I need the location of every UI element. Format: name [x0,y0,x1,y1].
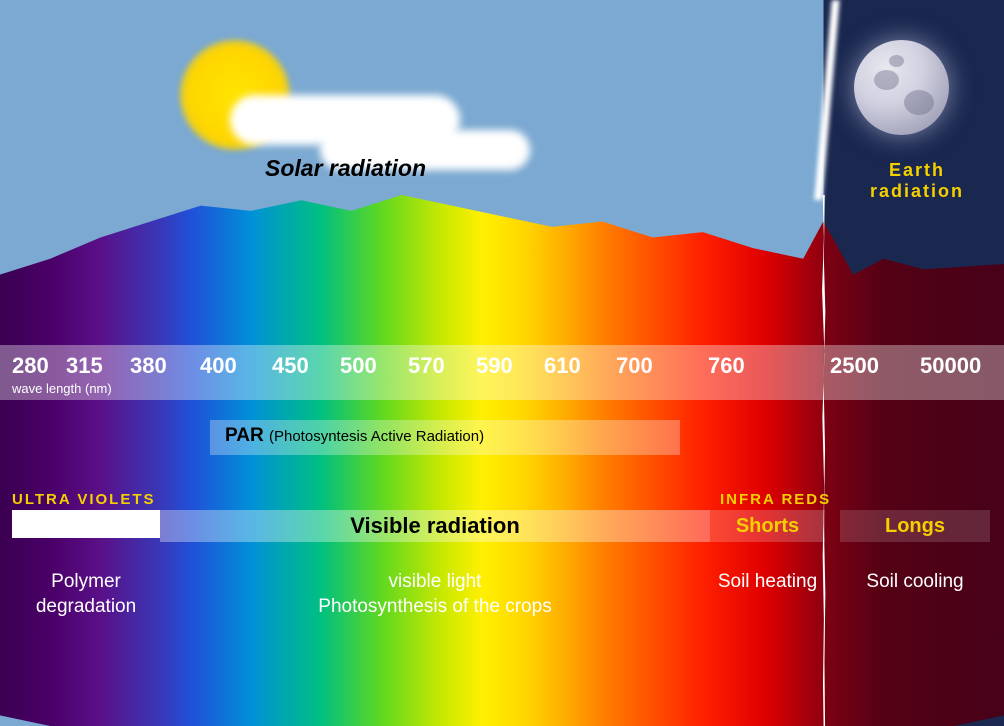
wavelength-axis-label: wave length (nm) [12,381,112,396]
wavelength-tick: 450 [272,353,309,379]
wavelength-tick: 700 [616,353,653,379]
spectrum-mountain-shape [0,195,1004,726]
par-label: PAR (Photosyntesis Active Radiation) [225,425,484,447]
earth-title-line: Earth [889,160,945,180]
ir-short-effect-text: Soil heating [710,570,825,595]
wavelength-tick: 610 [544,353,581,379]
ir-longs-bar: Longs [840,510,990,542]
uv-bar [12,510,160,538]
wavelength-tick: 590 [476,353,513,379]
spectrum-chart: 280 315 380 400 450 500 570 590 610 700 760 2500 500… [0,195,1004,726]
wavelength-tick: 500 [340,353,377,379]
wavelength-tick: 380 [130,353,167,379]
effect-line: visible light [389,571,482,592]
wavelength-tick: 315 [66,353,103,379]
par-acronym: PAR [225,425,264,446]
earth-radiation-overlay [823,195,1004,726]
effect-line: Photosynthesis of the crops [318,596,551,617]
par-expansion: (Photosyntesis Active Radiation) [269,428,484,445]
wavelength-tick: 2500 [830,353,879,379]
wavelength-tick: 280 [12,353,49,379]
ir-long-effect-text: Soil cooling [840,570,990,595]
visible-effect-text: visible light Photosynthesis of the crop… [160,570,710,619]
uv-section-label: ULTRA VIOLETS [12,491,156,508]
day-night-divider [815,0,840,200]
ir-section-label: INFRA REDS [720,491,831,508]
ir-shorts-bar: Shorts [710,510,825,542]
radiation-spectrum-diagram: Solar radiation Earth radiation 28031538… [0,0,1004,726]
visible-radiation-bar: Visible radiation [160,510,710,542]
wavelength-tick: 570 [408,353,445,379]
solar-radiation-title: Solar radiation [265,155,426,182]
wavelength-tick: 760 [708,353,745,379]
wavelength-tick: 400 [200,353,237,379]
wavelength-tick: 50000 [920,353,981,379]
moon-icon [854,40,949,135]
uv-effect-text: Polymer degradation [12,570,160,619]
